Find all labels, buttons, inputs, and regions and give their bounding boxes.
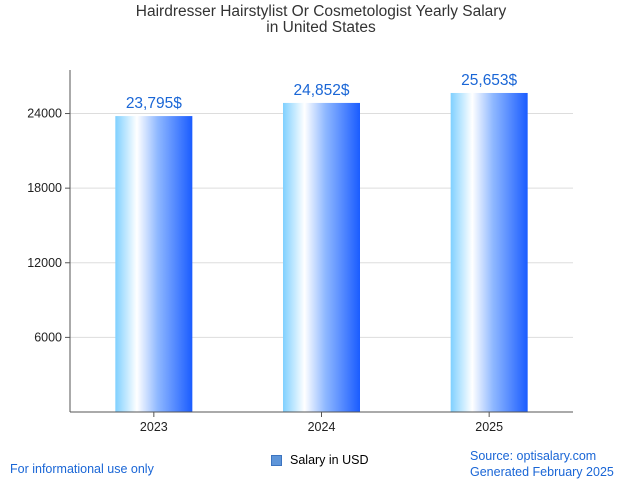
y-tick-label-24000: 24000 [27,107,62,121]
chart-title-line-1: Hairdresser Hairstylist Or Cosmetologist… [135,3,507,20]
y-tick-label-18000: 18000 [27,181,62,195]
bars [115,92,528,413]
data-label-2023: 23,795$ [126,95,182,112]
axes [65,70,573,417]
bar-2024 [283,102,360,412]
source-text: Source: optisalary.com [470,449,597,463]
legend: Salary in USD [271,453,369,467]
y-tick-label-12000: 12000 [27,256,62,270]
disclaimer-text: For informational use only [10,462,154,476]
labels: 6000 12000 18000 24000 23,795$ 2023 24,852$ 202… [27,72,517,434]
legend-swatch [271,454,282,466]
chart-title: Hairdresser Hairstylist Or Cosmetologist… [0,4,642,36]
x-tick-label-2024: 2024 [308,420,336,434]
x-tick-label-2023: 2023 [140,420,168,434]
bar-2023 [115,116,193,413]
chart-title-line-2: in United States [266,19,376,36]
generated-text: Generated February 2025 [470,465,614,479]
bar-2025 [450,92,528,412]
y-tick-label-6000: 6000 [34,330,62,344]
source-info: Source: optisalary.com Generated Februar… [470,448,614,480]
data-label-2024: 24,852$ [293,82,349,99]
data-label-2025: 25,653$ [461,72,517,89]
legend-label: Salary in USD [290,453,369,467]
x-tick-label-2025: 2025 [475,420,503,434]
